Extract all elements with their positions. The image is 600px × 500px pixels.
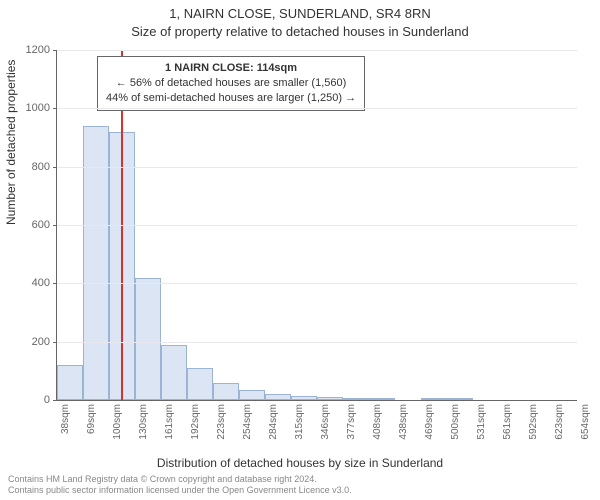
page-title-address: 1, NAIRN CLOSE, SUNDERLAND, SR4 8RN bbox=[0, 6, 600, 21]
x-tick-label: 561sqm bbox=[502, 404, 513, 440]
histogram-bar bbox=[161, 345, 187, 400]
y-tick-mark bbox=[53, 342, 57, 343]
annotation-box: 1 NAIRN CLOSE: 114sqm ← 56% of detached … bbox=[97, 56, 365, 111]
x-tick-label: 192sqm bbox=[190, 404, 201, 440]
histogram-bar bbox=[369, 398, 395, 400]
footer-attribution: Contains HM Land Registry data © Crown c… bbox=[8, 474, 592, 497]
x-tick-label: 408sqm bbox=[372, 404, 383, 440]
histogram-chart: 1 NAIRN CLOSE: 114sqm ← 56% of detached … bbox=[56, 50, 576, 400]
y-tick-label: 600 bbox=[10, 219, 50, 231]
x-tick-label: 500sqm bbox=[450, 404, 461, 440]
histogram-bar bbox=[291, 396, 317, 400]
y-tick-mark bbox=[53, 50, 57, 51]
x-tick-label: 161sqm bbox=[164, 404, 175, 440]
histogram-bar bbox=[239, 390, 265, 400]
x-tick-label: 438sqm bbox=[398, 404, 409, 440]
x-axis-label: Distribution of detached houses by size … bbox=[0, 456, 600, 470]
histogram-bar bbox=[343, 398, 369, 400]
x-tick-label: 654sqm bbox=[580, 404, 591, 440]
histogram-bar bbox=[317, 397, 343, 400]
histogram-bar bbox=[447, 398, 473, 400]
y-axis-label: Number of detached properties bbox=[4, 60, 18, 225]
y-tick-mark bbox=[53, 167, 57, 168]
y-tick-label: 1200 bbox=[10, 44, 50, 56]
gridline bbox=[57, 283, 577, 284]
y-tick-label: 800 bbox=[10, 161, 50, 173]
x-tick-label: 346sqm bbox=[320, 404, 331, 440]
gridline bbox=[57, 342, 577, 343]
x-tick-label: 592sqm bbox=[528, 404, 539, 440]
plot-area: 1 NAIRN CLOSE: 114sqm ← 56% of detached … bbox=[56, 50, 577, 401]
footer-line2: Contains public sector information licen… bbox=[8, 485, 592, 496]
histogram-bar bbox=[135, 278, 161, 401]
x-tick-label: 38sqm bbox=[60, 404, 71, 434]
gridline bbox=[57, 167, 577, 168]
y-tick-mark bbox=[53, 400, 57, 401]
gridline bbox=[57, 108, 577, 109]
annotation-line2: ← 56% of detached houses are smaller (1,… bbox=[106, 76, 356, 91]
page-title-subtitle: Size of property relative to detached ho… bbox=[0, 24, 600, 39]
footer-line1: Contains HM Land Registry data © Crown c… bbox=[8, 474, 592, 485]
histogram-bar bbox=[187, 368, 213, 400]
gridline bbox=[57, 225, 577, 226]
x-tick-label: 100sqm bbox=[112, 404, 123, 440]
histogram-bar bbox=[421, 398, 447, 400]
histogram-bar bbox=[57, 365, 83, 400]
y-tick-label: 400 bbox=[10, 277, 50, 289]
y-tick-label: 0 bbox=[10, 394, 50, 406]
x-tick-label: 284sqm bbox=[268, 404, 279, 440]
x-tick-label: 315sqm bbox=[294, 404, 305, 440]
x-tick-label: 623sqm bbox=[554, 404, 565, 440]
y-tick-mark bbox=[53, 225, 57, 226]
x-tick-label: 531sqm bbox=[476, 404, 487, 440]
x-tick-label: 254sqm bbox=[242, 404, 253, 440]
y-tick-label: 200 bbox=[10, 336, 50, 348]
x-tick-label: 223sqm bbox=[216, 404, 227, 440]
annotation-line1: 1 NAIRN CLOSE: 114sqm bbox=[106, 61, 356, 76]
histogram-bar bbox=[265, 394, 291, 400]
histogram-bar bbox=[213, 383, 239, 401]
y-tick-mark bbox=[53, 283, 57, 284]
y-tick-label: 1000 bbox=[10, 102, 50, 114]
x-tick-label: 377sqm bbox=[346, 404, 357, 440]
x-tick-label: 469sqm bbox=[424, 404, 435, 440]
x-tick-label: 69sqm bbox=[86, 404, 97, 434]
y-tick-mark bbox=[53, 108, 57, 109]
annotation-line3: 44% of semi-detached houses are larger (… bbox=[106, 91, 356, 106]
gridline bbox=[57, 50, 577, 51]
x-tick-label: 130sqm bbox=[138, 404, 149, 440]
